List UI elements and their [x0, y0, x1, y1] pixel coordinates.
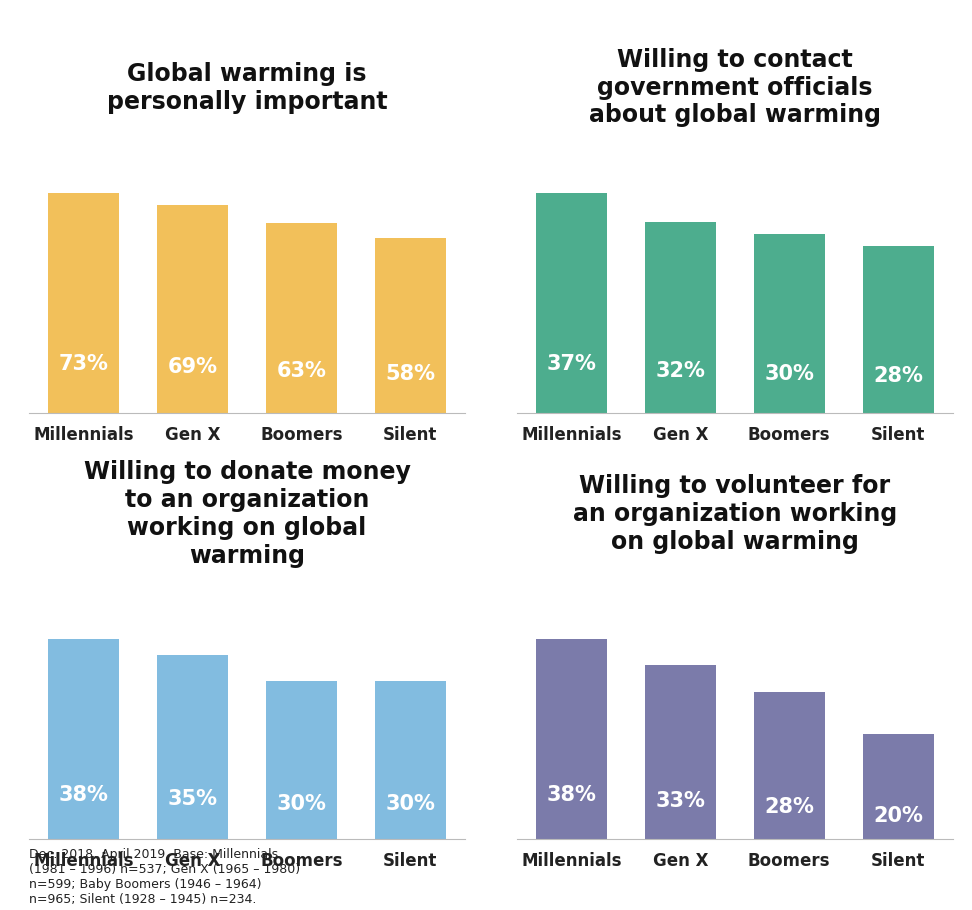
Text: 58%: 58% — [385, 364, 435, 384]
Bar — [266, 681, 336, 839]
Text: 30%: 30% — [385, 794, 435, 814]
Bar — [536, 193, 607, 413]
Bar — [645, 222, 715, 413]
Text: 30%: 30% — [764, 364, 815, 384]
Bar — [536, 639, 607, 839]
Bar — [375, 681, 446, 839]
Text: Willing to contact
government officials
about global warming: Willing to contact government officials … — [589, 48, 881, 127]
Bar — [754, 692, 824, 839]
Bar — [754, 234, 824, 413]
Text: 28%: 28% — [764, 797, 815, 817]
Text: 38%: 38% — [546, 785, 597, 805]
Text: Global warming is
personally important: Global warming is personally important — [107, 62, 387, 114]
Bar — [863, 247, 933, 413]
Bar — [645, 665, 715, 839]
Text: 32%: 32% — [655, 361, 706, 381]
Text: 73%: 73% — [58, 355, 109, 374]
Text: 69%: 69% — [167, 357, 218, 377]
Bar — [266, 223, 336, 413]
Text: 63%: 63% — [276, 361, 327, 381]
Text: 28%: 28% — [873, 366, 923, 386]
Text: 38%: 38% — [58, 785, 109, 805]
Text: 37%: 37% — [546, 355, 597, 374]
Text: Dec. 2018, April 2019. Base: Millennials
(1981 – 1996) n=537; Gen X (1965 – 1980: Dec. 2018, April 2019. Base: Millennials… — [29, 848, 300, 906]
Bar — [157, 205, 227, 413]
Text: 30%: 30% — [276, 794, 327, 814]
Text: 20%: 20% — [873, 806, 923, 826]
Bar — [49, 639, 119, 839]
Bar — [49, 193, 119, 413]
Bar — [157, 654, 227, 839]
Text: 33%: 33% — [655, 791, 706, 811]
Bar — [375, 238, 446, 413]
Text: Willing to volunteer for
an organization working
on global warming: Willing to volunteer for an organization… — [573, 474, 897, 553]
Bar — [863, 733, 933, 839]
Text: 35%: 35% — [167, 789, 218, 809]
Text: Willing to donate money
to an organization
working on global
warming: Willing to donate money to an organizati… — [84, 460, 410, 568]
